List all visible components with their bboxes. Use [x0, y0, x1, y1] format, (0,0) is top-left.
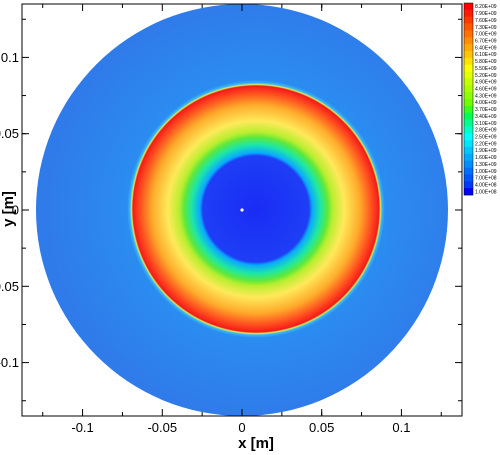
- legend-label: 5.20E+09: [475, 73, 497, 79]
- y-tick-label: 0.1: [1, 50, 19, 65]
- legend-label: 4.00E+09: [475, 100, 497, 106]
- legend-swatch: [464, 147, 473, 155]
- legend-label: 1.60E+09: [475, 155, 497, 161]
- legend-swatch: [464, 167, 473, 175]
- legend-label: 4.90E+09: [475, 80, 497, 86]
- legend-label: 3.10E+09: [475, 121, 497, 127]
- legend-swatch: [464, 92, 473, 100]
- legend-swatch: [464, 51, 473, 59]
- legend-label: 2.80E+09: [475, 128, 497, 134]
- legend-swatch: [464, 160, 473, 168]
- y-ticks: 0.1 0.05 0 -0.05 -0.1: [0, 18, 462, 402]
- legend-label: 5.50E+09: [475, 66, 497, 72]
- legend-label: 6.70E+09: [475, 39, 497, 45]
- legend-swatch: [464, 153, 473, 162]
- legend-label: 4.30E+09: [475, 93, 497, 99]
- x-tick-label: -0.1: [71, 420, 93, 435]
- legend-label: 7.00E+08: [475, 176, 497, 182]
- y-tick-label: 0.05: [0, 126, 19, 141]
- legend-label: 6.10E+09: [475, 52, 497, 58]
- x-axis-label: x [m]: [238, 435, 274, 452]
- y-tick-label: 0: [12, 203, 19, 218]
- legend-label: 3.70E+09: [475, 107, 497, 113]
- x-ticks: -0.1 -0.05 0 0.05 0.1: [42, 4, 442, 435]
- y-tick-label: -0.1: [0, 355, 19, 370]
- y-tick-label: -0.05: [0, 279, 19, 294]
- x-tick-label: 0: [238, 420, 245, 435]
- legend-label: 2.50E+09: [475, 135, 497, 141]
- legend-swatch: [464, 174, 473, 182]
- legend-swatch: [464, 188, 473, 196]
- legend-swatch: [464, 105, 473, 114]
- legend-label: 5.80E+09: [475, 59, 497, 65]
- legend-label: 1.00E+08: [475, 189, 497, 195]
- legend-label: 1.30E+09: [475, 162, 497, 168]
- legend-swatch: [464, 78, 473, 86]
- legend-swatch: [464, 64, 473, 72]
- legend-swatch: [464, 99, 473, 107]
- legend-swatch: [464, 23, 473, 31]
- legend-swatch: [464, 71, 473, 79]
- center-marker: [240, 208, 244, 212]
- legend-label: 8.20E+09: [475, 4, 497, 10]
- legend-label: 7.30E+09: [475, 25, 497, 31]
- legend-swatch: [464, 119, 473, 127]
- legend-label: 7.60E+09: [475, 18, 497, 24]
- legend-swatch: [464, 112, 473, 120]
- legend-label: 1.90E+09: [475, 148, 497, 154]
- legend-swatch: [464, 30, 473, 38]
- legend-swatch: [464, 140, 473, 148]
- legend-label: 7.00E+09: [475, 32, 497, 38]
- legend-label: 4.00E+08: [475, 183, 497, 189]
- legend-label: 7.90E+09: [475, 11, 497, 17]
- legend-border: [463, 2, 474, 196]
- legend-swatch: [464, 37, 473, 45]
- legend-swatch: [464, 126, 473, 134]
- legend-swatch: [464, 9, 473, 18]
- legend-swatch: [464, 85, 473, 93]
- legend-label: 6.40E+09: [475, 45, 497, 51]
- legend-swatch: [464, 133, 473, 141]
- legend-swatch: [464, 57, 473, 66]
- legend-swatch: [464, 3, 473, 11]
- field-layer: [36, 4, 448, 416]
- legend-swatch: [464, 181, 473, 189]
- legend-label: 2.20E+09: [475, 141, 497, 147]
- legend-label: 1.00E+09: [475, 169, 497, 175]
- x-tick-label: -0.05: [147, 420, 177, 435]
- legend-swatch: [464, 44, 473, 52]
- legend-label: 4.60E+09: [475, 87, 497, 93]
- x-tick-label: 0.1: [392, 420, 410, 435]
- legend-label: 3.40E+09: [475, 114, 497, 120]
- legend-swatch: [464, 16, 473, 24]
- y-axis-label: y [m]: [0, 191, 17, 227]
- x-tick-label: 0.05: [309, 420, 334, 435]
- color-legend: 8.20E+097.90E+097.60E+097.30E+097.00E+09…: [463, 2, 497, 196]
